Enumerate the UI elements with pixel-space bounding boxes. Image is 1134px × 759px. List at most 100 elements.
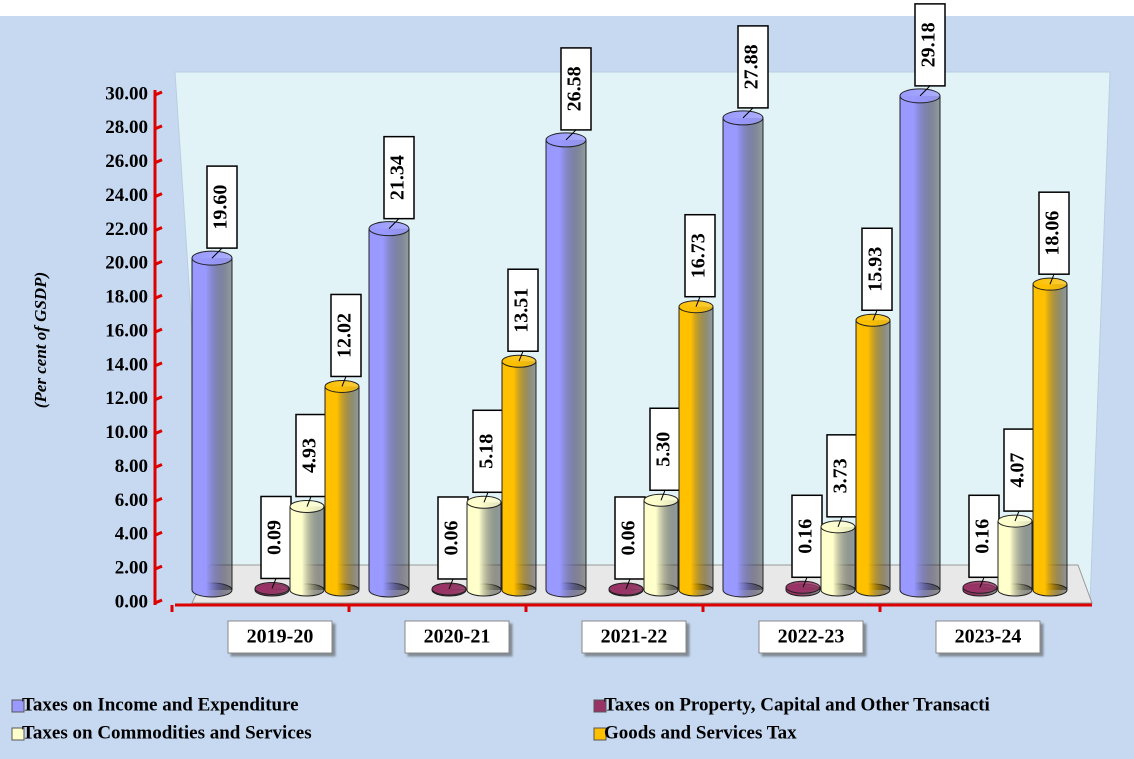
y-tick — [154, 327, 163, 334]
legend-swatch — [593, 727, 607, 741]
y-tick-label: 28.00 — [105, 117, 148, 138]
data-label: 0.06 — [441, 520, 463, 555]
bar — [325, 386, 359, 590]
label-box — [826, 434, 858, 518]
x-tick-label: 2021-22 — [601, 626, 668, 648]
label-box — [507, 268, 539, 352]
label-leader — [271, 578, 277, 589]
data-label: 3.73 — [830, 458, 852, 493]
category-box — [581, 620, 687, 654]
label-box — [968, 494, 1000, 579]
data-label: 19.60 — [210, 185, 232, 230]
label-leader — [872, 310, 878, 321]
label-leader — [565, 129, 577, 141]
y-tick — [154, 395, 163, 402]
label-leader — [625, 578, 631, 590]
label-leader — [979, 577, 985, 588]
y-tick-label: 26.00 — [105, 151, 148, 172]
bar — [192, 258, 232, 590]
label-leader — [448, 578, 454, 590]
legend-label: Taxes on Property, Capital and Other Tra… — [604, 694, 990, 715]
category-box — [227, 620, 333, 654]
y-tick-label: 4.00 — [115, 524, 148, 545]
label-box — [614, 496, 646, 580]
label-box — [1038, 191, 1070, 275]
y-tick — [154, 463, 163, 469]
label-leader — [695, 296, 701, 307]
bar — [856, 320, 890, 590]
data-label: 4.07 — [1007, 453, 1029, 488]
y-tick-label: 12.00 — [105, 388, 148, 409]
data-label: 27.88 — [741, 44, 763, 89]
label-box — [472, 409, 504, 494]
bar — [679, 306, 713, 590]
y-axis-label: (Per cent of GSDP) — [31, 272, 50, 408]
y-tick — [154, 530, 163, 537]
y-tick — [154, 361, 163, 368]
label-box — [684, 213, 716, 298]
top-strip — [0, 0, 1134, 16]
label-box — [914, 3, 946, 87]
label-box — [649, 407, 681, 492]
x-tick-label: 2023-24 — [955, 626, 1022, 648]
y-tick-label: 30.00 — [105, 83, 148, 104]
category-box — [758, 620, 864, 654]
legend-label: Taxes on Income and Expenditure — [22, 694, 299, 715]
y-tick-label: 16.00 — [105, 320, 148, 341]
label-box — [206, 165, 238, 249]
label-leader — [660, 490, 666, 501]
bar — [546, 139, 586, 591]
bar — [467, 502, 501, 590]
label-box — [560, 47, 592, 131]
label-leader — [802, 577, 808, 588]
y-tick — [154, 90, 163, 97]
data-label: 16.73 — [688, 233, 710, 278]
bar — [821, 526, 855, 590]
data-label: 5.18 — [476, 434, 498, 469]
legend-swatch — [11, 727, 25, 741]
data-label: 29.18 — [918, 22, 940, 67]
label-box — [330, 293, 362, 378]
label-leader — [1014, 510, 1020, 522]
data-label: 0.09 — [264, 520, 286, 555]
y-tick-label: 18.00 — [105, 287, 148, 308]
y-tick-label: 6.00 — [115, 490, 148, 511]
y-tick — [154, 598, 163, 605]
y-tick — [154, 564, 163, 571]
label-box — [437, 496, 469, 580]
y-tick — [154, 429, 163, 436]
data-label: 4.93 — [299, 438, 321, 473]
data-label: 0.06 — [618, 520, 640, 555]
bar — [1033, 284, 1067, 590]
label-box — [737, 25, 769, 109]
data-label: 12.02 — [334, 313, 356, 358]
y-tick-label: 20.00 — [105, 253, 148, 274]
y-tick-label: 10.00 — [105, 422, 148, 443]
label-leader — [919, 85, 931, 97]
bar — [502, 361, 536, 590]
data-label: 13.51 — [511, 288, 533, 333]
label-leader — [837, 516, 843, 528]
bar — [644, 500, 678, 590]
y-tick-label: 24.00 — [105, 185, 148, 206]
y-tick — [154, 259, 163, 266]
data-label: 0.16 — [972, 519, 994, 554]
y-tick — [154, 158, 163, 165]
category-box — [404, 620, 510, 654]
y-tick-label: 8.00 — [115, 456, 148, 477]
label-box — [260, 495, 292, 580]
bar — [900, 95, 940, 591]
x-tick-label: 2019-20 — [247, 626, 314, 648]
y-tick — [154, 226, 163, 232]
label-leader — [518, 351, 524, 362]
x-tick-label: 2022-23 — [778, 626, 845, 648]
legend-swatch — [593, 699, 607, 713]
label-leader — [742, 107, 754, 119]
y-tick-label: 2.00 — [115, 557, 148, 578]
legend-swatch — [11, 699, 25, 713]
label-leader — [388, 218, 400, 229]
data-label: 18.06 — [1042, 211, 1064, 256]
data-label: 5.30 — [653, 432, 675, 467]
data-label: 21.34 — [387, 155, 409, 200]
x-tick-label: 2020-21 — [424, 626, 491, 648]
